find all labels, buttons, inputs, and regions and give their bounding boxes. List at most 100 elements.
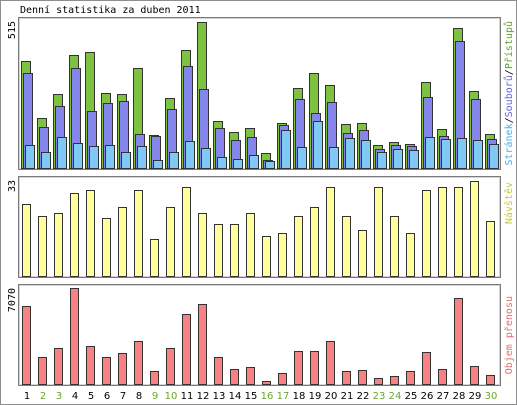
- bar-objem-prenosu-day-15: [246, 367, 255, 385]
- bar-navstev-day-18: [294, 216, 303, 277]
- bar-stranek-day-15: [249, 155, 259, 169]
- day-label-2: 2: [40, 391, 46, 402]
- day-label-28: 28: [453, 391, 466, 402]
- legend-files-label: Souborů: [503, 75, 515, 117]
- day-label-27: 27: [437, 391, 450, 402]
- bar-objem-prenosu-day-4: [70, 288, 79, 385]
- bar-navstev-day-30: [486, 221, 495, 277]
- bar-objem-prenosu-day-6: [102, 357, 111, 385]
- bar-navstev-day-1: [22, 204, 31, 277]
- bar-stranek-day-10: [169, 152, 179, 169]
- bar-stranek-day-2: [41, 152, 51, 169]
- bar-stranek-day-1: [25, 145, 35, 169]
- bar-navstev-day-29: [470, 181, 479, 277]
- bar-stranek-day-9: [153, 160, 163, 169]
- bar-objem-prenosu-day-13: [214, 357, 223, 385]
- bar-stranek-day-19: [313, 121, 323, 169]
- day-label-24: 24: [389, 391, 402, 402]
- bar-stranek-day-12: [201, 148, 211, 169]
- bar-navstev-day-19: [310, 207, 319, 277]
- bar-navstev-day-22: [358, 230, 367, 277]
- day-label-23: 23: [373, 391, 386, 402]
- bar-objem-prenosu-day-2: [38, 357, 47, 385]
- bar-stranek-day-22: [361, 140, 371, 169]
- bar-objem-prenosu-day-14: [230, 369, 239, 385]
- day-label-4: 4: [72, 391, 78, 402]
- visits-max-label: 33: [7, 180, 18, 192]
- visits-panel-inner-border: [19, 177, 500, 277]
- bar-objem-prenosu-day-5: [86, 346, 95, 385]
- bar-stranek-day-3: [57, 137, 67, 169]
- bar-stranek-day-13: [217, 157, 227, 169]
- bar-navstev-day-20: [326, 187, 335, 277]
- day-label-7: 7: [120, 391, 126, 402]
- bar-stranek-day-28: [457, 138, 467, 169]
- bandwidth-panel: 7070 Objem přenosu: [7, 284, 515, 386]
- bar-navstev-day-16: [262, 236, 271, 277]
- bar-navstev-day-15: [246, 213, 255, 277]
- day-label-29: 29: [469, 391, 482, 402]
- bar-stranek-day-27: [441, 139, 451, 169]
- bar-stranek-day-17: [281, 130, 291, 169]
- bar-stranek-day-18: [297, 147, 307, 169]
- day-axis-labels: 1 2 3 4 5 6 7 8 9 10 11 12 13 14 15 16 17 18 19 20 21 22 23 24 2…: [24, 391, 498, 402]
- bar-navstev-day-13: [214, 224, 223, 277]
- bar-stranek-day-24: [393, 149, 403, 169]
- bar-stranek-day-26: [425, 137, 435, 169]
- day-label-1: 1: [24, 391, 30, 402]
- legend-hits-label: Přístupů: [503, 21, 515, 69]
- bar-objem-prenosu-day-26: [422, 352, 431, 385]
- bar-navstev-day-23: [374, 187, 383, 277]
- bar-navstev-day-12: [198, 213, 207, 277]
- bar-stranek-day-30: [489, 144, 499, 169]
- bar-stranek-day-5: [89, 146, 99, 169]
- bar-stranek-day-14: [233, 159, 243, 169]
- bar-objem-prenosu-day-16: [262, 381, 271, 385]
- day-label-13: 13: [213, 391, 226, 402]
- bar-navstev-day-7: [118, 207, 127, 277]
- bar-objem-prenosu-day-3: [54, 348, 63, 385]
- bar-navstev-day-10: [166, 207, 175, 277]
- day-label-3: 3: [56, 391, 62, 402]
- day-label-8: 8: [136, 391, 142, 402]
- bar-navstev-day-14: [230, 224, 239, 277]
- bar-objem-prenosu-day-8: [134, 341, 143, 385]
- bar-stranek-day-6: [105, 145, 115, 169]
- bar-objem-prenosu-day-29: [470, 366, 479, 385]
- day-label-10: 10: [165, 391, 178, 402]
- bar-objem-prenosu-day-20: [326, 341, 335, 385]
- hits-files-pages-max-label: 515: [7, 21, 18, 39]
- legend-visits-label: Návštěv: [503, 182, 515, 224]
- bar-objem-prenosu-day-18: [294, 351, 303, 385]
- chart-title: Denní statistika za duben 2011: [20, 4, 201, 16]
- bar-objem-prenosu-day-22: [358, 370, 367, 385]
- bar-navstev-day-6: [102, 218, 111, 277]
- day-label-5: 5: [88, 391, 94, 402]
- bar-stranek-day-7: [121, 152, 131, 169]
- bar-stranek-day-29: [473, 140, 483, 169]
- bar-objem-prenosu-day-1: [22, 306, 31, 385]
- day-label-12: 12: [197, 391, 210, 402]
- bar-stranek-day-23: [377, 152, 387, 169]
- bar-objem-prenosu-day-7: [118, 353, 127, 385]
- bar-navstev-day-9: [150, 239, 159, 277]
- bar-navstev-day-3: [54, 213, 63, 277]
- visits-panel: 33 Návštěv: [7, 176, 515, 278]
- hits-files-pages-legend: Stránek/Souborů/Přístupů: [503, 21, 515, 166]
- bar-stranek-day-4: [73, 143, 83, 169]
- bar-navstev-day-21: [342, 216, 351, 277]
- bandwidth-max-label: 7070: [7, 288, 18, 312]
- bar-navstev-day-24: [390, 216, 399, 277]
- legend-bandwidth-label: Objem přenosu: [503, 296, 515, 374]
- bar-objem-prenosu-day-25: [406, 371, 415, 385]
- day-label-17: 17: [277, 391, 290, 402]
- bar-stranek-day-16: [265, 161, 275, 169]
- bar-objem-prenosu-day-23: [374, 378, 383, 385]
- legend-separator: /: [504, 69, 515, 75]
- day-label-18: 18: [293, 391, 306, 402]
- bandwidth-legend: Objem přenosu: [503, 296, 515, 374]
- bar-navstev-day-11: [182, 187, 191, 277]
- bar-stranek-day-11: [185, 141, 195, 169]
- day-label-20: 20: [325, 391, 338, 402]
